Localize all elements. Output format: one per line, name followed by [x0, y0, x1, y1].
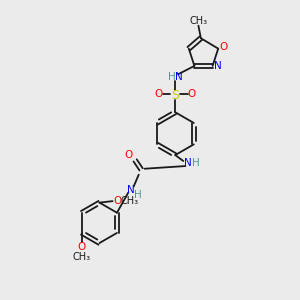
- Text: O: O: [113, 196, 121, 206]
- Text: N: N: [175, 72, 183, 82]
- Text: O: O: [78, 242, 86, 252]
- Text: H: H: [168, 72, 176, 82]
- Text: CH₃: CH₃: [73, 252, 91, 262]
- Text: S: S: [171, 89, 179, 102]
- Text: N: N: [214, 61, 222, 71]
- Text: H: H: [134, 190, 142, 200]
- Text: H: H: [192, 158, 200, 168]
- Text: N: N: [127, 185, 135, 195]
- Text: O: O: [219, 42, 228, 52]
- Text: CH₃: CH₃: [189, 16, 208, 26]
- Text: CH₃: CH₃: [121, 196, 139, 206]
- Text: O: O: [188, 88, 196, 98]
- Text: O: O: [155, 88, 163, 98]
- Text: O: O: [124, 150, 132, 160]
- Text: N: N: [184, 158, 192, 168]
